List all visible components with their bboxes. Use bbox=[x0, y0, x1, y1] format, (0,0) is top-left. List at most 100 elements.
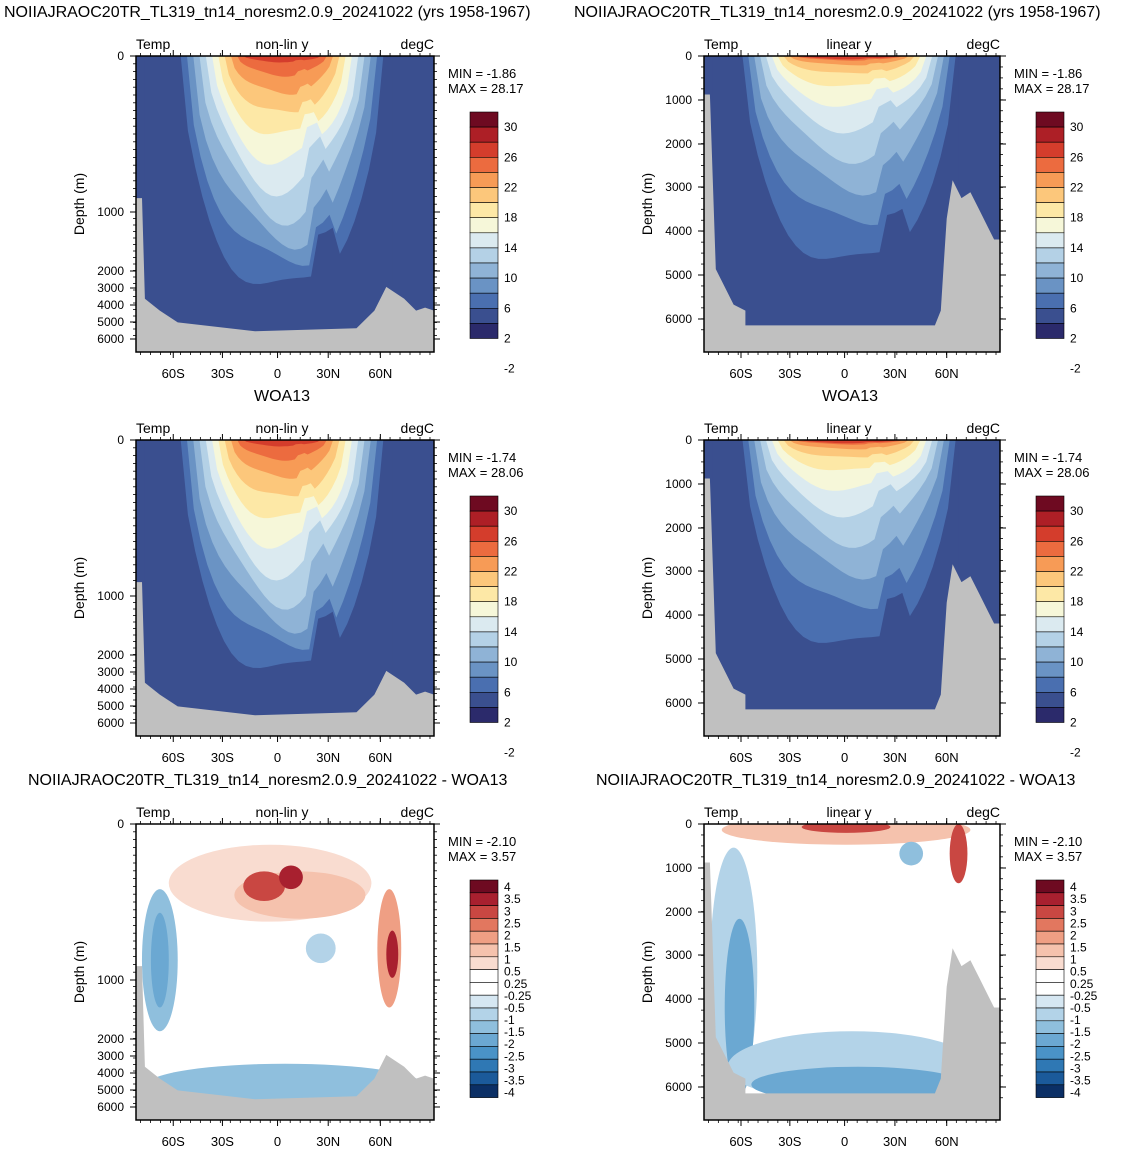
colorbar-label: 22 bbox=[1070, 181, 1084, 195]
colorbar-label: 26 bbox=[504, 534, 518, 548]
x-tick-label: 60N bbox=[935, 750, 959, 765]
colorbar-label: -2 bbox=[1070, 362, 1081, 376]
colorbar-box bbox=[1035, 323, 1065, 339]
diff-warm-core bbox=[243, 871, 285, 901]
colorbar-box bbox=[469, 969, 499, 983]
colorbar-box bbox=[469, 232, 499, 249]
header-center-label: non-lin y bbox=[256, 420, 309, 436]
colorbar-box bbox=[469, 930, 499, 945]
colorbar-label: -2 bbox=[504, 1037, 515, 1051]
colorbar-box bbox=[1035, 982, 1065, 996]
x-tick-label: 60N bbox=[368, 366, 392, 381]
min-text: MIN = -2.10 bbox=[1014, 834, 1082, 849]
colorbar-label: 18 bbox=[1070, 211, 1084, 225]
header-center-label: non-lin y bbox=[256, 36, 309, 52]
x-tick-label: 0 bbox=[841, 366, 848, 381]
colorbar-box bbox=[1035, 1084, 1065, 1098]
colorbar-label: 14 bbox=[504, 625, 518, 639]
colorbar-box bbox=[469, 157, 499, 173]
colorbar-box bbox=[469, 918, 499, 932]
x-tick-label: 60S bbox=[162, 750, 185, 765]
colorbar-label: -2.5 bbox=[504, 1049, 525, 1063]
colorbar-label: 18 bbox=[1070, 595, 1084, 609]
colorbar-box bbox=[1035, 157, 1065, 173]
x-tick-label: 30N bbox=[883, 750, 907, 765]
plot-frame bbox=[703, 439, 1001, 737]
colorbar-box bbox=[1035, 172, 1065, 188]
y-tick-label: 5000 bbox=[97, 1083, 124, 1097]
colorbar-box bbox=[469, 982, 499, 996]
x-tick-label: 60S bbox=[729, 750, 752, 765]
colorbar-label: 2 bbox=[1070, 716, 1077, 730]
y-tick-label: 1000 bbox=[97, 973, 124, 987]
colorbar-box bbox=[1035, 601, 1065, 618]
colorbar-label: 0.25 bbox=[504, 977, 528, 991]
x-tick-label: 30S bbox=[211, 1134, 234, 1149]
colorbar: 30 26 22 18 14 10 6 2 -2 bbox=[469, 111, 518, 376]
y-tick-label: 6000 bbox=[665, 696, 692, 710]
colorbar-box bbox=[469, 525, 499, 542]
y-tick-label: 2000 bbox=[665, 521, 692, 535]
x-tick-label: 30N bbox=[883, 1134, 907, 1149]
colorbar-box bbox=[1035, 541, 1065, 557]
colorbar-box bbox=[1035, 571, 1065, 587]
y-tick-label: 6000 bbox=[97, 332, 124, 346]
colorbar-label: 10 bbox=[1070, 271, 1084, 285]
colorbar-box bbox=[469, 661, 499, 678]
colorbar-box bbox=[1035, 510, 1065, 527]
colorbar-label: 26 bbox=[1070, 150, 1084, 164]
colorbar-box bbox=[1035, 556, 1065, 572]
colorbar-box bbox=[469, 556, 499, 572]
x-tick-label: 30N bbox=[316, 1134, 340, 1149]
colorbar-label: 22 bbox=[504, 565, 518, 579]
diff-warm-core bbox=[801, 824, 891, 833]
min-text: MIN = -1.86 bbox=[448, 66, 516, 81]
colorbar-label: 2.5 bbox=[1070, 916, 1087, 930]
colorbar-box bbox=[1035, 969, 1065, 983]
y-tick-label: 1000 bbox=[665, 93, 692, 107]
colorbar-label: 1 bbox=[504, 953, 511, 967]
x-tick-label: 0 bbox=[274, 1134, 281, 1149]
y-tick-label: 2000 bbox=[97, 648, 124, 662]
colorbar-label: -0.25 bbox=[1070, 989, 1098, 1003]
colorbar-box bbox=[469, 586, 499, 603]
plot-area bbox=[704, 824, 1000, 1120]
y-tick-label: 4000 bbox=[665, 224, 692, 238]
colorbar-label: 4 bbox=[504, 880, 511, 894]
colorbar-box bbox=[1035, 707, 1065, 723]
max-text: MAX = 28.17 bbox=[1014, 81, 1090, 96]
min-text: MIN = -1.74 bbox=[1014, 450, 1082, 465]
max-text: MAX = 3.57 bbox=[1014, 849, 1082, 864]
colorbar-label: -3.5 bbox=[504, 1074, 525, 1088]
header-left-label: Temp bbox=[704, 804, 738, 820]
colorbar-label: 30 bbox=[1070, 120, 1084, 134]
colorbar: 30 26 22 18 14 10 6 2 -2 bbox=[469, 495, 518, 760]
title-woa-left: WOA13 bbox=[254, 388, 311, 405]
x-tick-label: 60N bbox=[935, 366, 959, 381]
diff-cool-patch bbox=[899, 841, 924, 866]
colorbar-box bbox=[469, 892, 499, 906]
colorbar-label: 6 bbox=[504, 685, 511, 699]
header-right-label: degC bbox=[401, 36, 434, 52]
colorbar-label: -4 bbox=[504, 1086, 515, 1100]
colorbar-box bbox=[469, 111, 499, 128]
min-text: MIN = -1.74 bbox=[448, 450, 516, 465]
colorbar-box bbox=[1035, 232, 1065, 249]
colorbar-box bbox=[1035, 676, 1065, 693]
colorbar-box bbox=[1035, 646, 1065, 663]
plot-area bbox=[704, 56, 1000, 352]
header-right-label: degC bbox=[967, 420, 1000, 436]
temp-band bbox=[237, 56, 327, 77]
colorbar-label: 0.5 bbox=[1070, 965, 1087, 979]
colorbar-label: -1.5 bbox=[504, 1025, 525, 1039]
colorbar-label: -0.5 bbox=[1070, 1001, 1091, 1015]
y-axis-label: Depth (m) bbox=[639, 173, 655, 235]
colorbar: 30 26 22 18 14 10 6 2 -2 bbox=[1035, 111, 1084, 376]
max-text: MAX = 28.17 bbox=[448, 81, 524, 96]
x-tick-label: 30S bbox=[778, 366, 801, 381]
colorbar-box bbox=[469, 202, 499, 219]
colorbar-box bbox=[469, 1033, 499, 1047]
colorbar-label: -2 bbox=[1070, 746, 1081, 760]
plot-area bbox=[704, 440, 1000, 736]
